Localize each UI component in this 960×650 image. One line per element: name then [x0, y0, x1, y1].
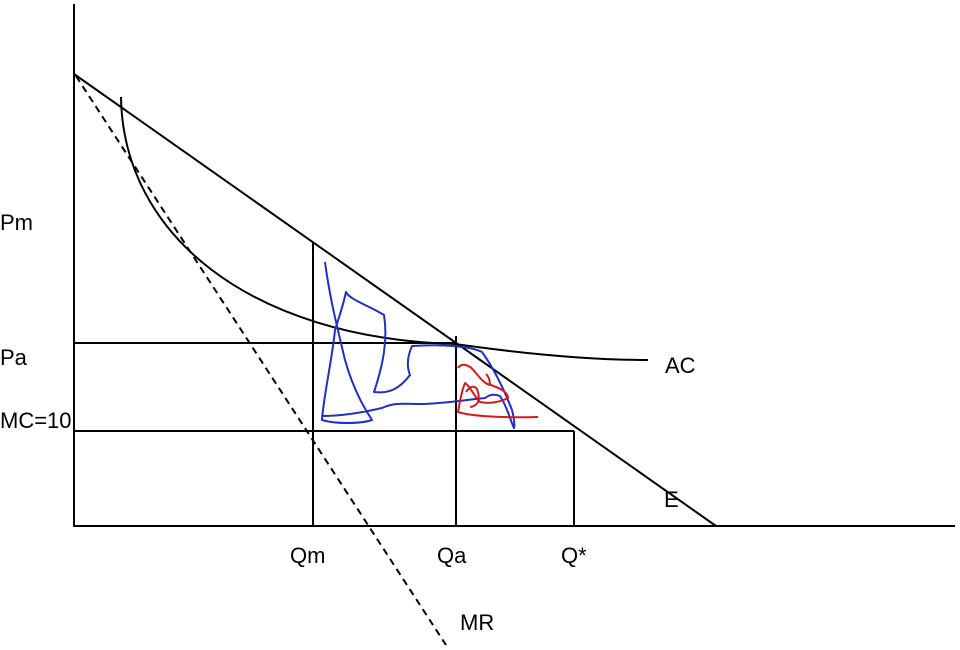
ac-curve	[120, 96, 649, 361]
y-tick-pm: Pm	[0, 210, 33, 235]
x-tick-qa: Qa	[437, 543, 467, 568]
x-tick-qm: Qm	[290, 543, 325, 568]
blue-scribble	[321, 261, 516, 429]
demand-line	[73, 73, 717, 527]
curve-label-e: E	[664, 487, 679, 512]
red-scribble	[457, 363, 539, 419]
y-tick-pa: Pa	[0, 345, 28, 370]
mr-line	[75, 75, 447, 646]
x-tick-qstar: Q*	[561, 543, 587, 568]
y-tick-mc: MC=10	[0, 408, 72, 433]
curve-label-mr: MR	[460, 610, 494, 635]
curve-label-ac: AC	[665, 353, 696, 378]
